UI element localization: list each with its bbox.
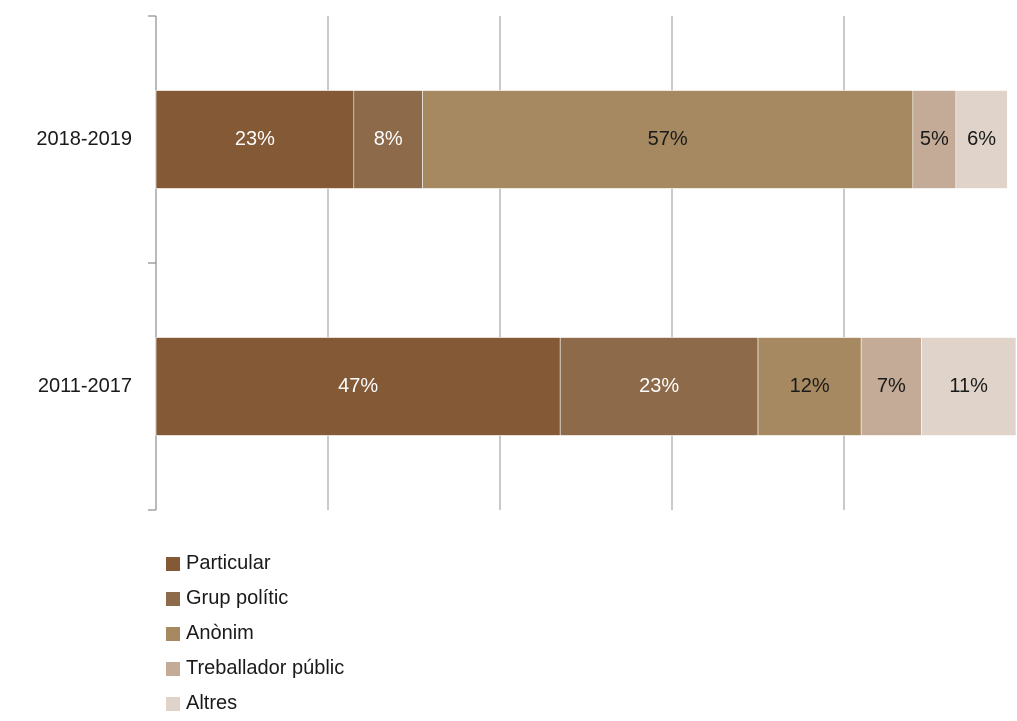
legend-item: Altres	[166, 686, 344, 721]
data-label: 6%	[967, 128, 996, 150]
data-label: 47%	[338, 375, 378, 397]
bar-segment	[559, 337, 759, 436]
data-label: 5%	[920, 128, 949, 150]
legend-item: Grup polític	[166, 581, 344, 616]
legend-label: Particular	[186, 552, 271, 574]
data-label: 23%	[639, 375, 679, 397]
legend-swatch	[166, 556, 180, 571]
legend-item: Anònim	[166, 616, 344, 651]
bar-segment	[860, 337, 922, 436]
legend-label: Altres	[186, 692, 238, 714]
legend-swatch	[166, 661, 180, 676]
bar-segment	[921, 337, 1017, 436]
bar-segment	[955, 90, 1008, 189]
data-label: 8%	[374, 128, 403, 150]
stacked-bar-chart: 2018-2019 23% 8% 57% 5% 6% 2011-2017 47% 23% 12% 7…	[36, 15, 1017, 511]
legend-swatch	[166, 591, 180, 606]
bar-segment	[757, 337, 862, 436]
data-label: 12%	[790, 375, 830, 397]
legend: Particular Grup polític Anònim Treballador …	[166, 546, 344, 721]
bar-segment	[422, 90, 914, 189]
legend-swatch	[166, 696, 180, 711]
legend-label: Anònim	[186, 622, 254, 644]
bar-segment	[353, 90, 423, 189]
bar-segment	[155, 90, 355, 189]
legend-label: Grup polític	[186, 587, 289, 609]
legend-swatch	[166, 626, 180, 641]
legend-item: Particular	[166, 546, 344, 581]
bar-segment	[155, 337, 561, 436]
data-label: 7%	[877, 375, 906, 397]
data-label: 23%	[235, 128, 275, 150]
legend-item: Treballador públic	[166, 651, 344, 686]
data-label: 57%	[648, 128, 688, 150]
category-label: 2011-2017	[38, 375, 132, 397]
legend-label: Treballador públic	[186, 657, 345, 679]
data-label: 11%	[949, 375, 988, 397]
category-label: 2018-2019	[36, 128, 132, 150]
